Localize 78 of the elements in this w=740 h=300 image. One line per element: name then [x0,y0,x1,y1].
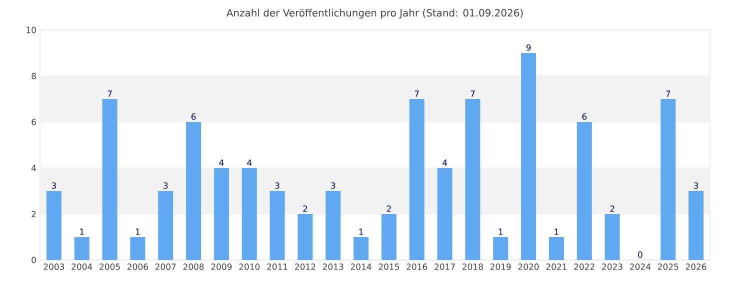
data-label: 3 [275,182,280,189]
y-tick-label: 4 [32,164,36,172]
bar [298,214,313,260]
bar [270,191,285,260]
x-tick-label: 2025 [658,264,678,270]
data-label: 3 [331,182,336,189]
x-tick-label: 2006 [128,264,148,270]
data-label: 7 [666,90,670,97]
bar [465,98,480,260]
data-label: 3 [694,182,698,189]
bar [354,237,369,260]
x-tick-label: 2010 [239,264,260,270]
bar [46,191,62,260]
x-tick-label: 2008 [183,264,204,270]
x-tick-label: 2011 [267,264,288,270]
data-label: 3 [164,182,168,189]
bar [186,122,202,260]
bar [326,191,341,260]
x-tick-label: 2018 [462,264,483,270]
x-tick-label: 2026 [686,264,706,270]
y-tick-label: 0 [32,256,36,264]
y-tick-label: 2 [32,210,36,218]
bar [437,168,452,260]
x-tick-label: 2022 [574,264,594,270]
x-tick-label: 2015 [378,264,399,270]
y-tick-label: 10 [26,26,36,34]
bar [493,237,508,260]
x-tick-label: 2014 [350,264,372,270]
bar [548,237,564,260]
data-label: 4 [219,160,224,166]
bar [74,237,90,260]
x-tick-label: 2003 [44,264,64,270]
data-label: 1 [136,228,140,235]
x-tick-label: 2024 [630,264,650,270]
x-tick-label: 2007 [155,264,176,270]
bar [158,191,174,260]
bar [521,52,536,260]
x-tick-label: 2019 [490,264,511,270]
bar [576,122,592,260]
data-label: 7 [470,90,475,97]
x-tick-label: 2023 [602,264,622,270]
bar [381,214,396,260]
x-tick-label: 2017 [434,264,455,270]
data-label: 2 [386,206,391,212]
data-label: 0 [638,251,642,258]
y-tick-label: 8 [32,72,36,80]
data-label: 1 [554,228,558,235]
bar [242,168,257,260]
x-tick-label: 2021 [546,264,566,270]
data-label: 7 [414,90,419,97]
data-label: 6 [582,113,587,120]
data-label: 6 [191,113,196,120]
x-tick-label: 2009 [211,264,232,270]
data-label: 2 [303,206,308,212]
data-label: 4 [442,160,448,166]
bar [660,98,676,260]
data-label: 2 [610,206,614,212]
x-tick-label: 2016 [406,264,428,270]
x-tick-label: 2004 [72,264,92,270]
data-label: 4 [247,160,252,166]
bar [409,98,424,260]
bar [102,98,118,260]
x-tick-label: 2020 [518,264,539,270]
chart-title: Anzahl der Veröffentlichungen pro Jahr (Stand: 01.09.2026) [226,8,523,19]
data-label: 1 [498,228,503,235]
y-tick-label: 6 [32,118,36,126]
bar [688,191,704,260]
bar [214,168,229,260]
data-label: 3 [52,182,56,189]
bar [604,214,620,260]
data-label: 1 [359,228,363,235]
data-label: 1 [80,228,84,235]
data-label: 7 [108,90,112,97]
x-tick-label: 2005 [100,264,120,270]
x-tick-label: 2013 [322,264,344,270]
bar [130,237,146,260]
data-label: 9 [526,44,531,51]
x-tick-label: 2012 [295,264,316,270]
